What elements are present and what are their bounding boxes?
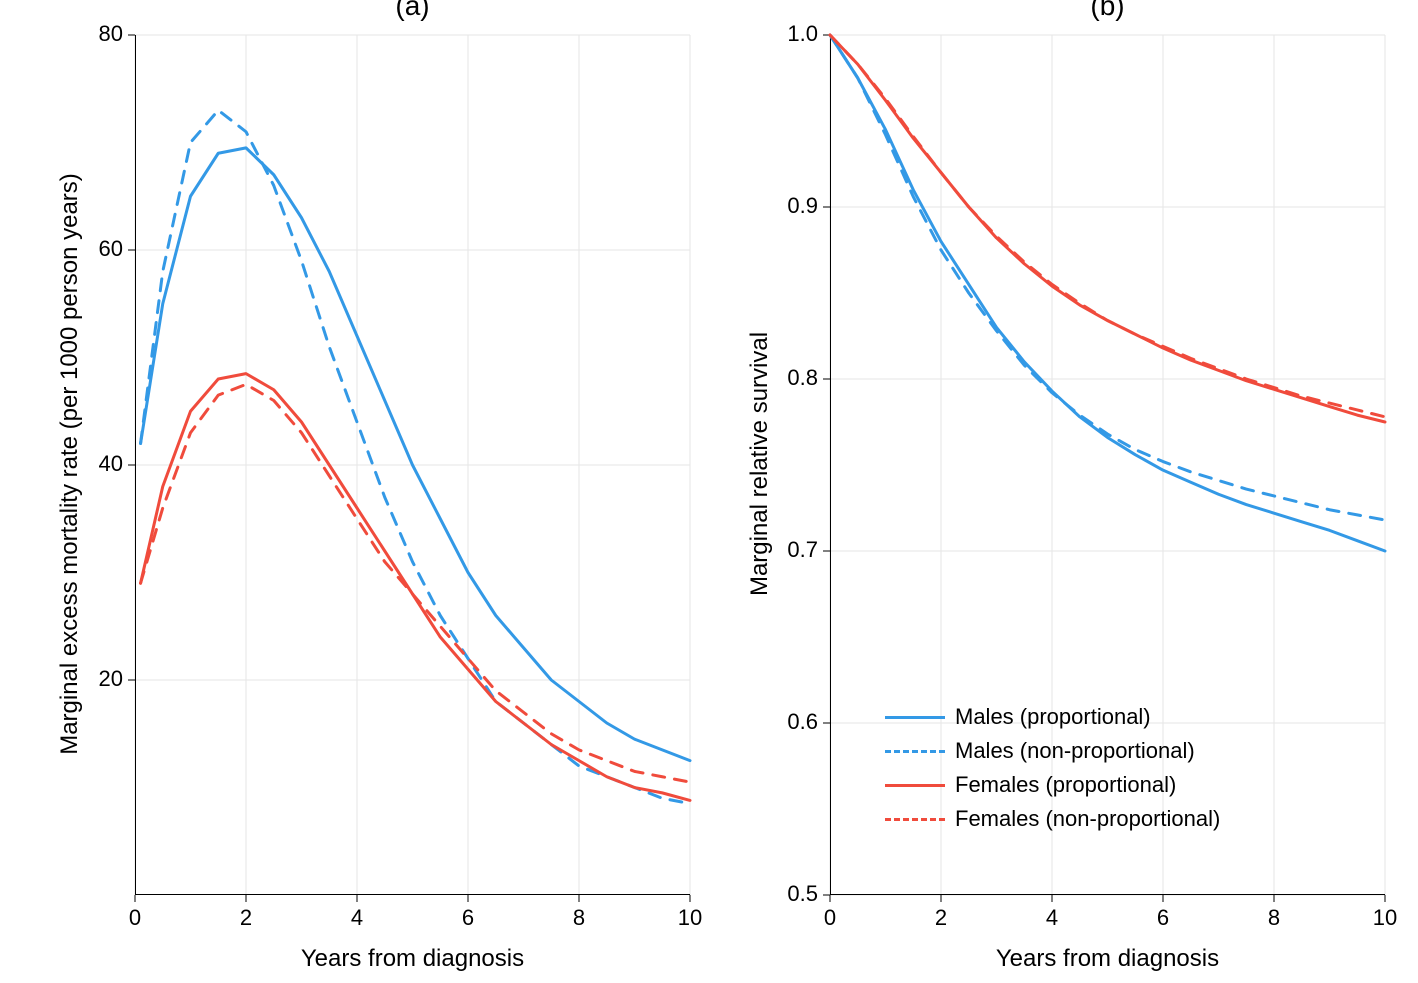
panel-a-ylabel: Marginal excess mortality rate (per 1000… (56, 164, 84, 764)
legend-label: Females (proportional) (955, 772, 1176, 798)
legend-label: Females (non-proportional) (955, 806, 1220, 832)
ytick-label: 80 (99, 21, 123, 47)
legend-label: Males (non-proportional) (955, 738, 1195, 764)
panel-b-xlabel: Years from diagnosis (830, 945, 1385, 973)
legend-swatch (885, 784, 945, 787)
panel-a-xlabel: Years from diagnosis (135, 945, 690, 973)
ytick-label: 60 (99, 236, 123, 262)
panel-b-ylabel: Marginal relative survival (746, 264, 774, 664)
ytick-label: 0.7 (787, 537, 818, 563)
xtick-label: 6 (1143, 905, 1183, 931)
panel-b-title: (b) (830, 0, 1385, 22)
legend-item: Females (proportional) (885, 768, 1220, 802)
legend-item: Males (non-proportional) (885, 734, 1220, 768)
xtick-label: 2 (921, 905, 961, 931)
legend-label: Males (proportional) (955, 704, 1151, 730)
xtick-label: 0 (115, 905, 155, 931)
ytick-label: 1.0 (787, 21, 818, 47)
xtick-label: 4 (337, 905, 377, 931)
panel-a-chart (135, 35, 690, 895)
legend: Males (proportional) Males (non-proportio… (885, 700, 1220, 836)
legend-swatch (885, 750, 945, 753)
ytick-label: 20 (99, 666, 123, 692)
ytick-label: 0.9 (787, 193, 818, 219)
legend-item: Females (non-proportional) (885, 802, 1220, 836)
xtick-label: 2 (226, 905, 266, 931)
legend-item: Males (proportional) (885, 700, 1220, 734)
xtick-label: 6 (448, 905, 488, 931)
ytick-label: 40 (99, 451, 123, 477)
ytick-label: 0.6 (787, 709, 818, 735)
legend-swatch (885, 818, 945, 821)
xtick-label: 8 (559, 905, 599, 931)
panel-a-title: (a) (135, 0, 690, 22)
xtick-label: 0 (810, 905, 850, 931)
xtick-label: 4 (1032, 905, 1072, 931)
ytick-label: 0.5 (787, 881, 818, 907)
figure-container: (a) (b) Marginal excess mortality rate (… (0, 0, 1418, 983)
legend-swatch (885, 716, 945, 719)
xtick-label: 10 (1365, 905, 1405, 931)
ytick-label: 0.8 (787, 365, 818, 391)
xtick-label: 8 (1254, 905, 1294, 931)
xtick-label: 10 (670, 905, 710, 931)
